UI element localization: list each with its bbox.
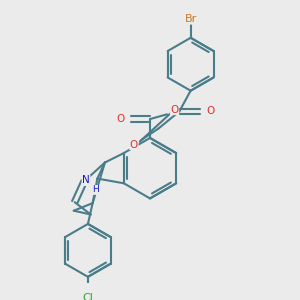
Text: Br: Br [184,14,197,24]
Text: H: H [92,185,99,194]
Text: O: O [130,140,138,150]
Text: N: N [82,176,90,185]
Text: Cl: Cl [82,292,93,300]
Text: O: O [170,105,179,115]
Text: O: O [206,106,214,116]
Text: O: O [117,114,125,124]
